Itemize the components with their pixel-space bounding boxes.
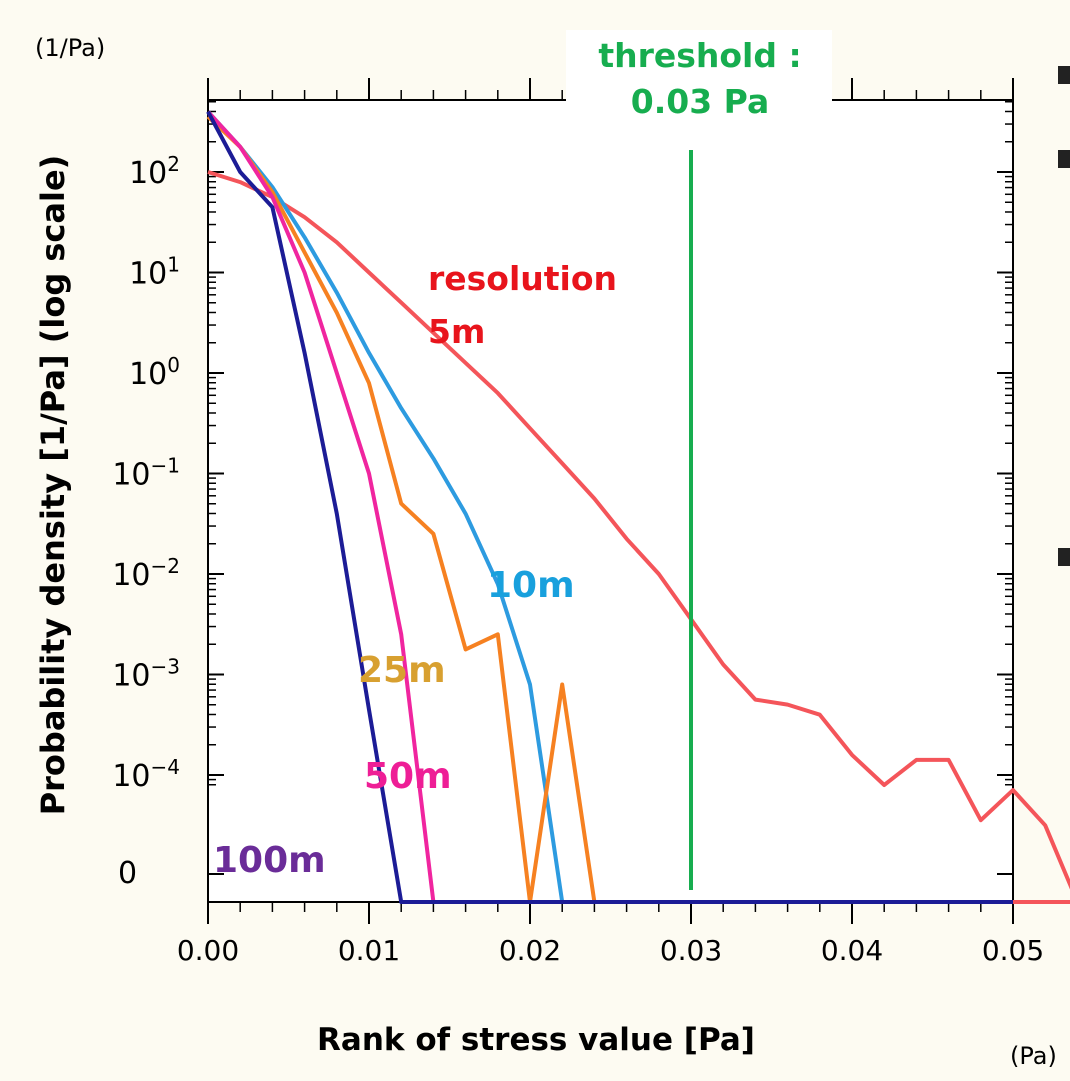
x-tick-label: 0.00 bbox=[177, 934, 239, 967]
series-line-25m bbox=[206, 115, 1013, 904]
y-tick-label: 10−4 bbox=[112, 755, 180, 794]
axis-ticks: 102 101 100 10−1 10−2 10−3 10−4 0.00 0.01 0.02 0.0… bbox=[112, 78, 1044, 967]
threshold-label-line1: threshold : bbox=[598, 36, 801, 75]
y-axis-unit: (1/Pa) bbox=[35, 34, 105, 62]
series-line-resolution-5m bbox=[207, 170, 1070, 904]
plot-frame bbox=[207, 99, 1014, 903]
y-tick-label: 102 bbox=[129, 152, 180, 191]
x-tick-label: 0.05 bbox=[982, 934, 1044, 967]
series-line-50m bbox=[206, 110, 1013, 904]
y-tick-label: 101 bbox=[129, 253, 180, 292]
threshold-label-line2: 0.03 Pa bbox=[631, 82, 769, 121]
bullet-square bbox=[1058, 548, 1070, 566]
series-group bbox=[206, 110, 1070, 904]
y-tick-label: 10−1 bbox=[112, 454, 180, 493]
y-tick-label: 10−2 bbox=[112, 554, 180, 593]
x-tick-label: 0.02 bbox=[499, 934, 561, 967]
x-tick-label: 0.03 bbox=[660, 934, 722, 967]
y-zero-label: 0 bbox=[118, 856, 137, 891]
series-line-100m bbox=[206, 110, 1013, 904]
x-axis-title: Rank of stress value [Pa] bbox=[317, 1022, 755, 1058]
bullet-square bbox=[1058, 150, 1070, 168]
x-tick-label: 0.01 bbox=[338, 934, 400, 967]
series-label-100m: 100m bbox=[213, 840, 326, 881]
y-tick-label: 10−3 bbox=[112, 655, 180, 694]
series-label-50m: 50m bbox=[364, 756, 452, 797]
series-label-resolution: resolution bbox=[428, 259, 617, 298]
x-axis-unit: (Pa) bbox=[1010, 1042, 1057, 1070]
series-label-5m: 5m bbox=[428, 312, 485, 351]
y-tick-label: 100 bbox=[129, 353, 180, 392]
series-label-10m: 10m bbox=[487, 565, 575, 606]
threshold-label-bg bbox=[566, 30, 832, 130]
series-line-10m bbox=[206, 110, 1013, 904]
x-tick-label: 0.04 bbox=[821, 934, 883, 967]
series-label-25m: 25m bbox=[358, 650, 446, 691]
bullet-square bbox=[1058, 66, 1070, 84]
y-axis-title: Probability density [1/Pa] (log scale) bbox=[34, 155, 72, 816]
